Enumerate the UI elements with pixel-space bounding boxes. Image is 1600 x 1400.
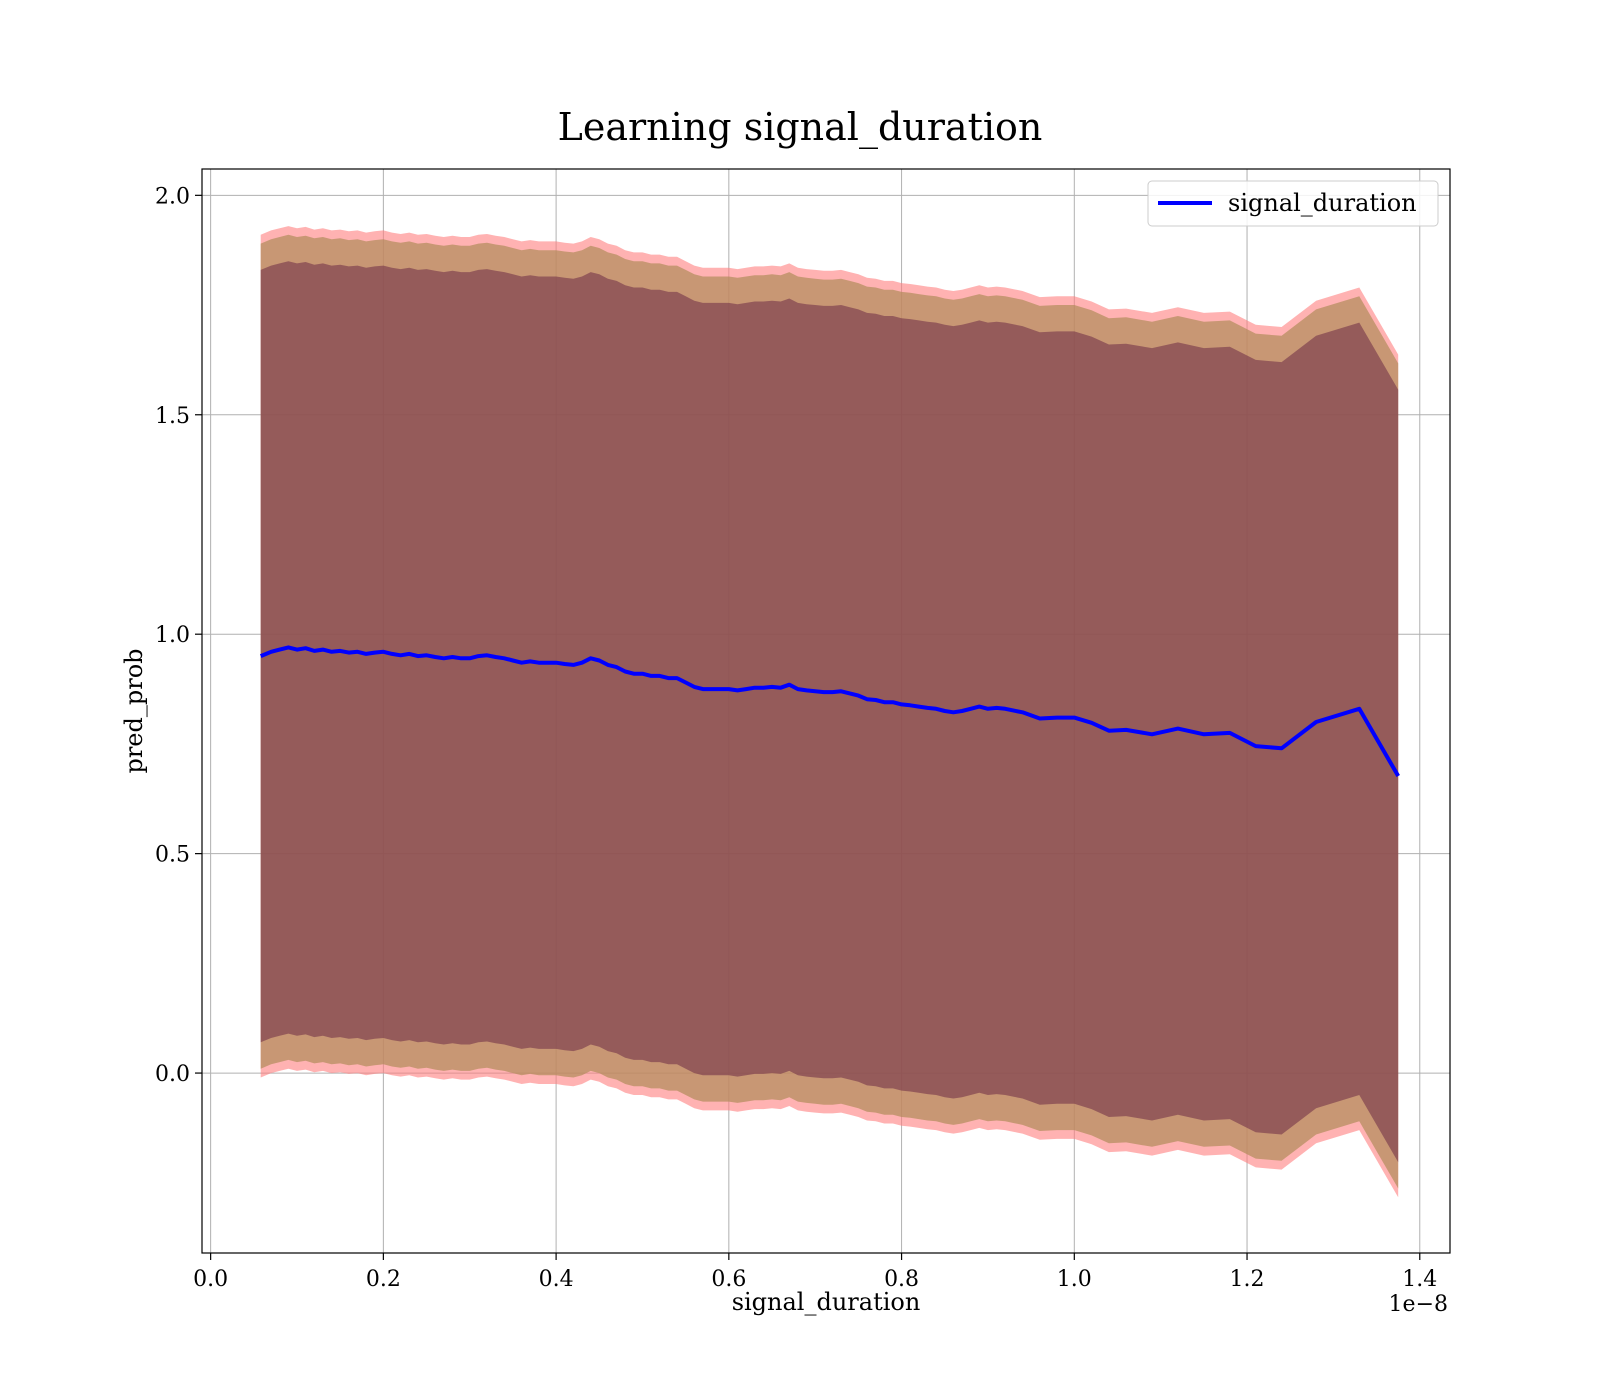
band-inner [260, 261, 1399, 1163]
y-axis-label: pred_prob [120, 648, 148, 773]
x-tick-label: 0.4 [539, 1267, 574, 1292]
x-tick-label: 0.8 [884, 1267, 919, 1292]
x-tick-label: 1.4 [1402, 1267, 1437, 1292]
x-axis-label: signal_duration [732, 1288, 921, 1316]
y-tick-label: 0.5 [155, 843, 190, 868]
x-tick-label: 0.2 [366, 1267, 401, 1292]
plot-frame [201, 168, 1451, 1254]
y-axis-ticks: 0.0 0.5 1.0 1.5 2.0 [155, 184, 202, 1087]
x-tick-label: 1.0 [1057, 1267, 1092, 1292]
x-tick-label: 1.2 [1230, 1267, 1265, 1292]
y-tick-label: 2.0 [155, 184, 190, 209]
legend: signal_duration [1147, 180, 1439, 227]
x-tick-label: 0.0 [193, 1267, 228, 1292]
x-axis-ticks: 0.0 0.2 0.4 0.6 0.8 1.0 1.2 1.4 [193, 1253, 1437, 1292]
y-tick-label: 1.5 [155, 404, 190, 429]
y-tick-label: 0.0 [155, 1062, 190, 1087]
y-tick-label: 1.0 [155, 623, 190, 648]
x-tick-label: 0.6 [711, 1267, 746, 1292]
probability-bands [260, 226, 1399, 1198]
series-line-signal-duration [259, 645, 1400, 778]
chart-title: Learning signal_duration [558, 105, 1043, 150]
legend-label-signal-duration: signal_duration [1228, 189, 1417, 217]
x-axis-offset-text: 1e−8 [1389, 1292, 1448, 1317]
legend-box [1147, 180, 1439, 227]
